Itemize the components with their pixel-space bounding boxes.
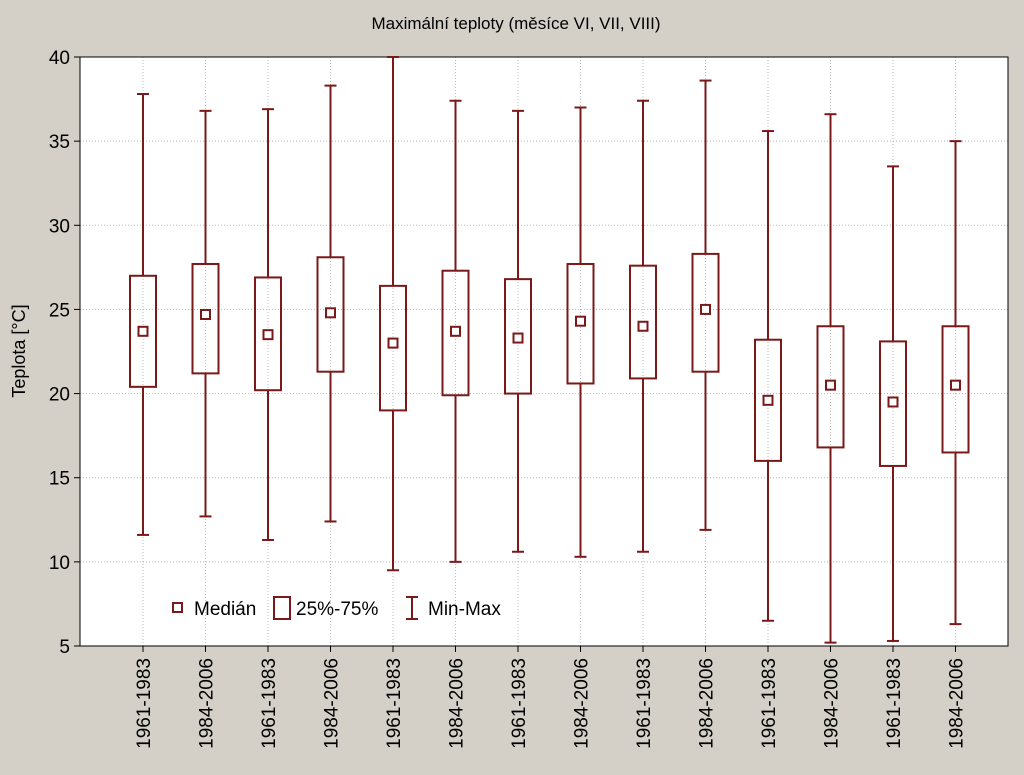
x-tick-label: 1984-2006 <box>447 658 468 749</box>
y-tick-label: 25 <box>49 300 70 321</box>
iqr-box <box>441 269 470 397</box>
x-tick-label: 1961-1983 <box>509 658 530 749</box>
y-axis-label: Teplota [°C] <box>9 304 29 397</box>
x-tick-label: 1961-1983 <box>259 658 280 749</box>
median-marker <box>575 315 586 327</box>
iqr-box <box>254 276 282 392</box>
legend-iqr-label: 25%-75% <box>296 599 378 620</box>
plot-frame <box>79 56 1009 647</box>
median-marker <box>637 320 649 332</box>
median-marker <box>762 394 774 406</box>
iqr-box <box>379 284 407 412</box>
x-tick-label: 1984-2006 <box>322 658 343 749</box>
x-tick-label: 1961-1983 <box>134 658 155 749</box>
x-tick-label: 1984-2006 <box>822 658 843 749</box>
median-marker <box>512 332 524 344</box>
legend-iqr-symbol <box>273 596 291 620</box>
legend-median-symbol <box>172 602 183 613</box>
plot-background <box>80 57 1008 646</box>
iqr-box <box>129 274 157 388</box>
median-marker <box>700 303 711 315</box>
x-tick-label: 1961-1983 <box>634 658 655 749</box>
median-marker <box>887 396 899 408</box>
legend-range-label: Min-Max <box>428 599 501 620</box>
y-tick-label: 40 <box>49 48 70 69</box>
median-marker <box>137 325 149 337</box>
iqr-box <box>191 262 220 375</box>
iqr-box <box>566 262 595 385</box>
iqr-box <box>316 256 345 373</box>
x-tick-label: 1961-1983 <box>884 658 905 749</box>
x-tick-label: 1984-2006 <box>572 658 593 749</box>
iqr-box <box>504 278 532 395</box>
median-marker <box>387 337 399 349</box>
iqr-box <box>941 325 970 454</box>
median-marker <box>825 379 836 391</box>
x-tick-label: 1961-1983 <box>384 658 405 749</box>
y-tick-label: 15 <box>49 469 70 490</box>
iqr-box <box>629 264 657 380</box>
x-tick-label: 1984-2006 <box>697 658 718 749</box>
y-tick-label: 30 <box>49 216 70 237</box>
median-marker <box>200 308 211 320</box>
plot-area: 5 10 15 20 25 30 35 40 1961-1983 1984-2006 1961-19… <box>49 48 1009 749</box>
iqr-box <box>754 338 782 462</box>
median-marker <box>450 325 461 337</box>
x-tick-label: 1984-2006 <box>947 658 968 749</box>
legend-median-label: Medián <box>194 599 256 620</box>
x-tick-label: 1961-1983 <box>759 658 780 749</box>
median-marker <box>950 379 961 391</box>
iqr-box <box>879 340 907 467</box>
chart-title: Maximální teploty (měsíce VI, VII, VIII) <box>371 14 660 33</box>
x-tick-label: 1984-2006 <box>197 658 218 749</box>
median-marker <box>325 307 336 319</box>
y-tick-label: 35 <box>49 132 70 153</box>
y-tick-label: 20 <box>49 385 70 406</box>
iqr-box <box>691 252 720 373</box>
y-tick-label: 5 <box>59 637 70 658</box>
median-marker <box>262 329 274 341</box>
iqr-box <box>816 325 845 449</box>
y-tick-label: 10 <box>49 553 70 574</box>
